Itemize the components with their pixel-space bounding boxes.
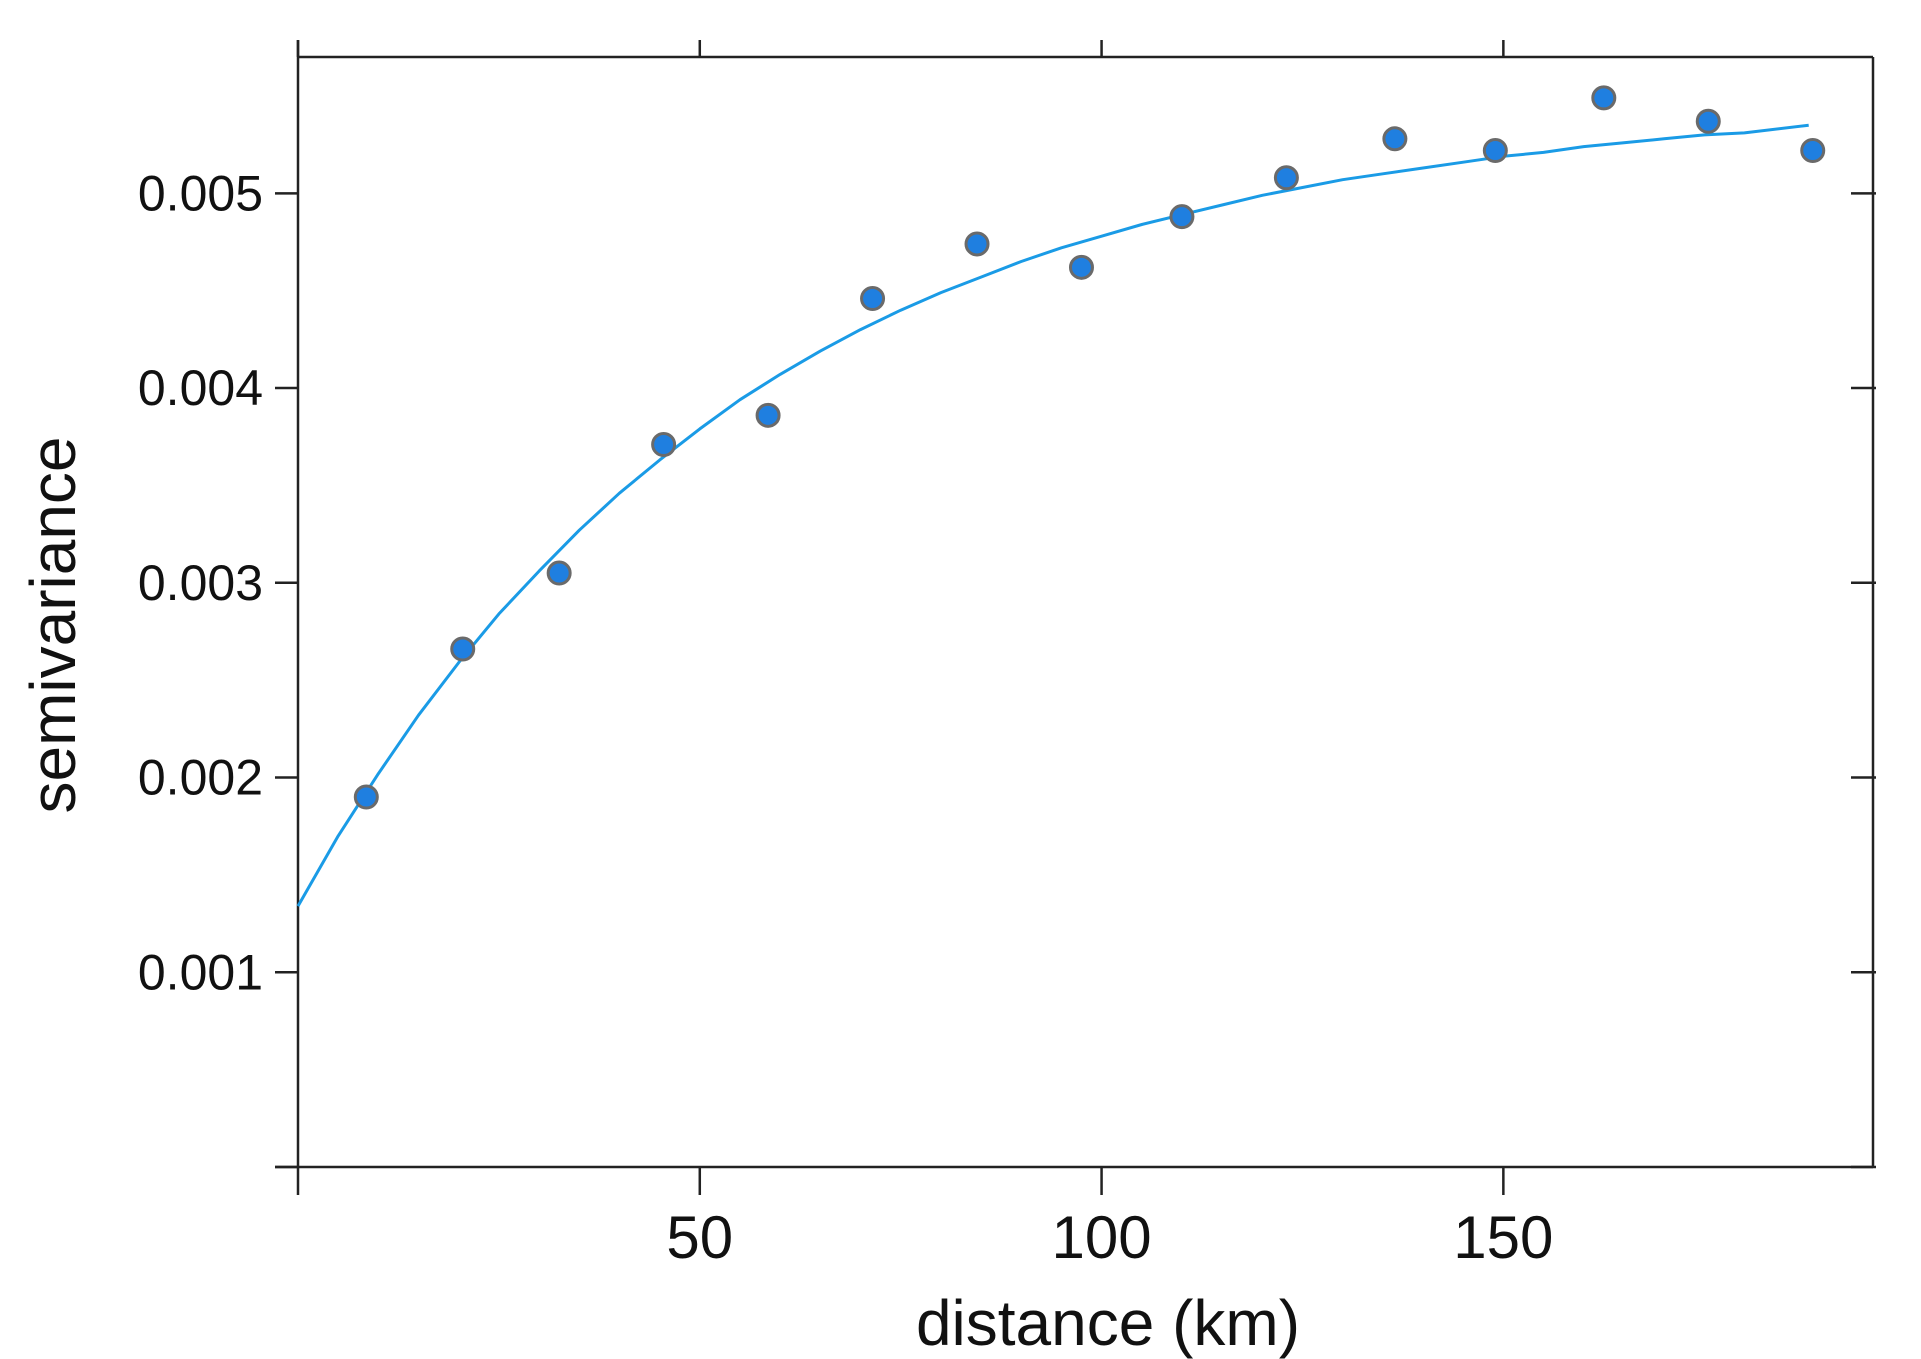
data-point <box>964 231 990 257</box>
tick-labels-layer: 50 100 150 0.001 0.002 0.003 0.004 0.005 <box>138 165 1554 1271</box>
fitted-curve-layer <box>296 123 1809 907</box>
y-axis-title: semivariance <box>17 436 89 813</box>
data-point <box>1591 85 1617 111</box>
x-tick-label: 50 <box>666 1204 733 1271</box>
data-point <box>353 784 379 810</box>
axes <box>275 40 1876 1195</box>
x-tick-label: 100 <box>1052 1204 1152 1271</box>
data-point <box>546 560 572 586</box>
data-point <box>1273 165 1299 191</box>
x-tick-label: 150 <box>1453 1204 1553 1271</box>
fitted-curve <box>296 123 1809 907</box>
data-point <box>651 432 677 458</box>
y-tick-label: 0.002 <box>138 750 263 806</box>
data-point <box>1800 137 1826 163</box>
data-points-layer <box>353 85 1826 810</box>
data-point <box>755 402 781 428</box>
data-point <box>1482 137 1508 163</box>
y-tick-label: 0.005 <box>138 165 263 221</box>
x-axis-title: distance (km) <box>916 1287 1300 1359</box>
data-point <box>450 636 476 662</box>
data-point <box>860 285 886 311</box>
data-point <box>1382 126 1408 152</box>
y-tick-label: 0.001 <box>138 944 263 1000</box>
y-tick-label: 0.004 <box>138 360 263 416</box>
y-tick-label: 0.003 <box>138 555 263 611</box>
data-point <box>1695 108 1721 134</box>
data-point <box>1068 254 1094 280</box>
data-point <box>1169 204 1195 230</box>
